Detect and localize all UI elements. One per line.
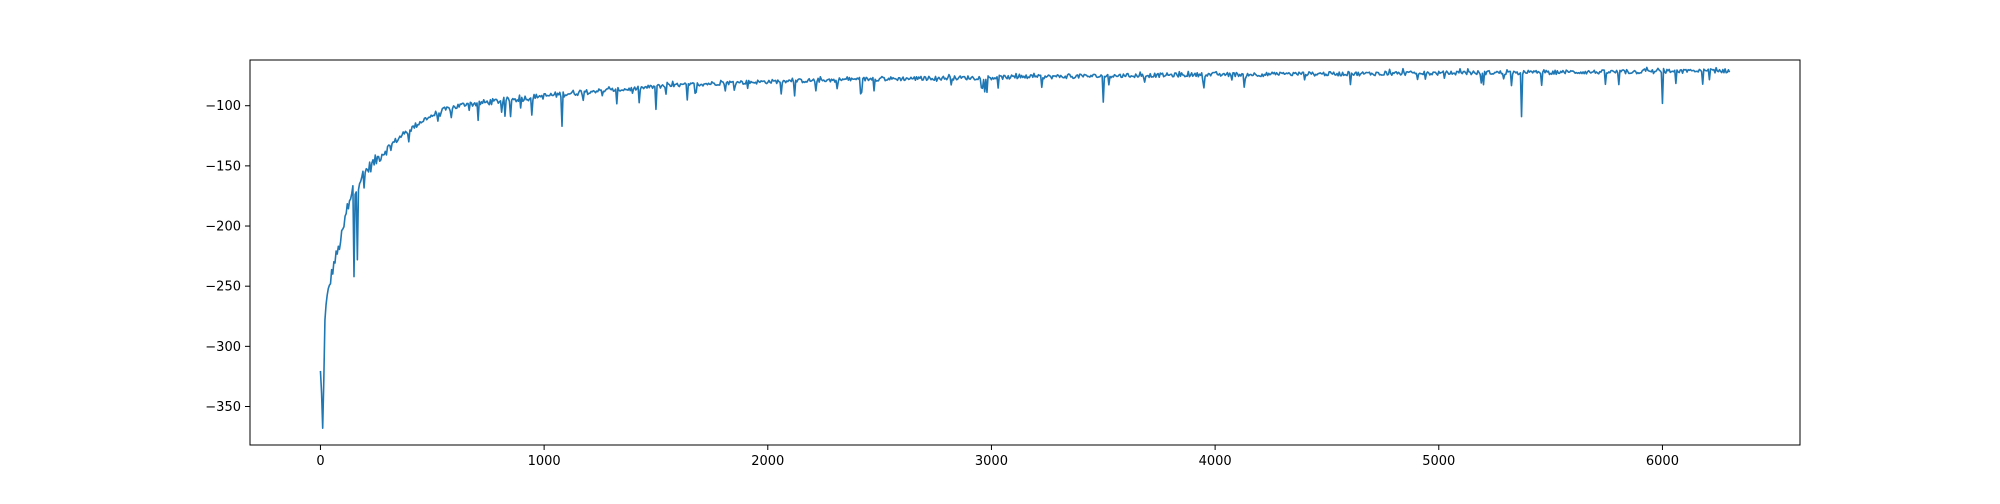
axes: 0 1000 2000 3000 4000 5000 6000 −350 −300 −250 −20… [205, 59, 1801, 469]
series-line [319, 66, 1731, 429]
y-tick-label: −200 [205, 220, 241, 235]
y-tick-label: −350 [205, 400, 241, 415]
y-tick-label: −250 [205, 280, 241, 295]
x-tick-label: 2000 [751, 454, 784, 469]
plot-frame [249, 59, 1801, 446]
y-tick-label: −150 [205, 159, 241, 174]
x-tick-label: 1000 [528, 454, 561, 469]
x-tick-label: 3000 [975, 454, 1008, 469]
plot-area [319, 66, 1731, 429]
x-tick-label: 4000 [1199, 454, 1232, 469]
x-tick-label: 5000 [1422, 454, 1455, 469]
x-tick-label: 6000 [1646, 454, 1679, 469]
y-tick-label: −100 [205, 99, 241, 114]
y-tick-label: −300 [205, 340, 241, 355]
x-tick-label: 0 [316, 454, 324, 469]
